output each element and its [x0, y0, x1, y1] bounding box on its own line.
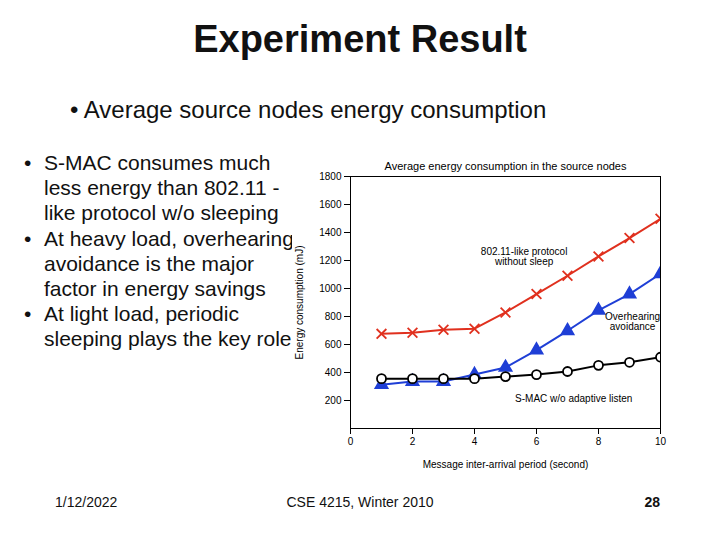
html-text:CSE 4215, Winter 2010: CSE 4215, Winter 2010 [286, 494, 434, 510]
svg-text:802.11-like protocolwithout sl: 802.11-like protocolwithout sleep [481, 246, 568, 267]
svg-text:1800: 1800 [319, 171, 342, 182]
html-text:• Average source nodes energy: • Average source nodes energy consumptio… [70, 96, 547, 123]
html-text:Experiment Result: Experiment Result [193, 18, 527, 60]
svg-text:1000: 1000 [319, 283, 342, 294]
html-text:28: 28 [644, 494, 660, 510]
svg-text:0: 0 [348, 436, 354, 447]
html-text:1/12/2022: 1/12/2022 [55, 494, 118, 510]
svg-text:6: 6 [534, 436, 540, 447]
svg-text:600: 600 [325, 339, 342, 350]
svg-text:1200: 1200 [319, 255, 342, 266]
svg-text:400: 400 [325, 367, 342, 378]
svg-text:Average energy consumption in: Average energy consumption in the source… [385, 160, 627, 172]
svg-text:Message inter-arrival period (: Message inter-arrival period (second) [423, 459, 589, 470]
svg-text:4: 4 [472, 436, 478, 447]
svg-text:S-MAC w/o adaptive listen: S-MAC w/o adaptive listen [515, 393, 632, 404]
svg-text:10: 10 [655, 436, 667, 447]
svg-text:8: 8 [596, 436, 602, 447]
svg-text:200: 200 [325, 395, 342, 406]
html-text:S-MAC consumes much less energ: S-MAC consumes much less energy than 802… [44, 151, 280, 225]
svg-text:800: 800 [325, 311, 342, 322]
svg-text:1600: 1600 [319, 199, 342, 210]
html-text:At light load, periodic sleepi: At light load, periodic sleeping plays t… [44, 302, 292, 351]
svg-text:1400: 1400 [319, 227, 342, 238]
html-text:At heavy load, overhearing avo: At heavy load, overhearing avoidance is … [44, 226, 294, 300]
svg-text:Energy consumption (mJ): Energy consumption (mJ) [294, 246, 305, 360]
svg-text:2: 2 [410, 436, 416, 447]
svg-text:Overhearingavoidance: Overhearingavoidance [605, 311, 660, 332]
